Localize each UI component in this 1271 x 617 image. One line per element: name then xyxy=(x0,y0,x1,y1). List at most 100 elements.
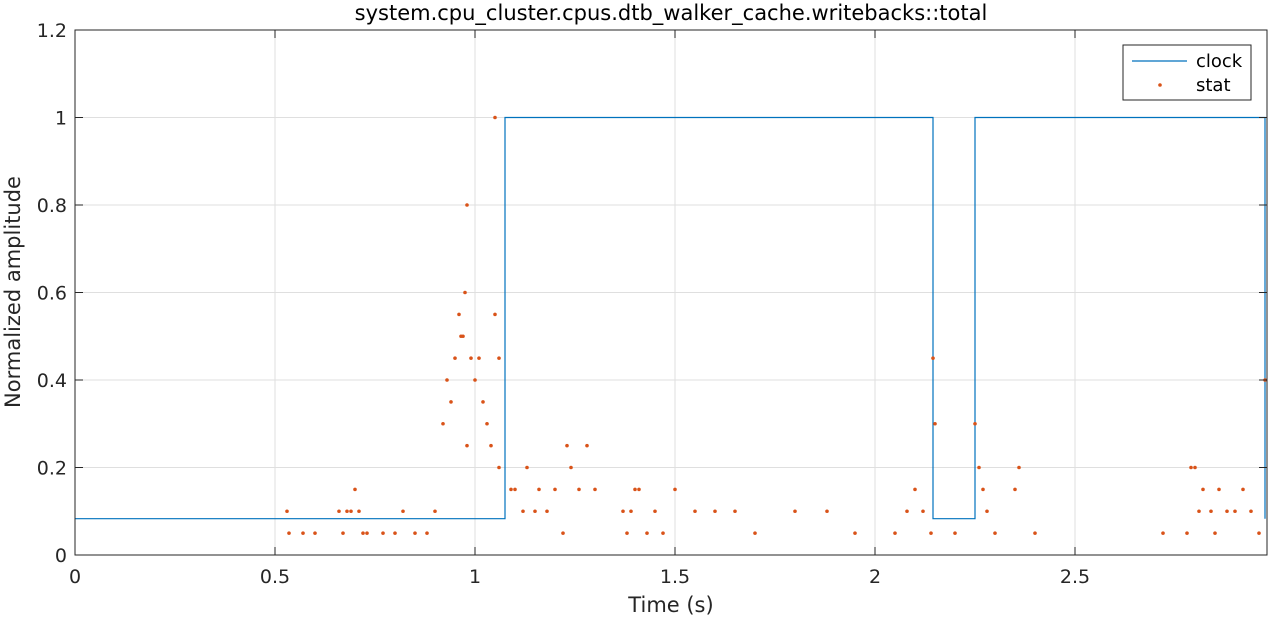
legend-clock-label: clock xyxy=(1196,51,1243,72)
stat-point xyxy=(1217,487,1221,492)
stat-point xyxy=(301,531,305,535)
stat-point xyxy=(977,465,981,470)
stat-point xyxy=(793,509,797,514)
stat-point xyxy=(545,509,549,514)
stat-point xyxy=(1189,465,1193,470)
legend-box xyxy=(1122,44,1252,101)
stat-point xyxy=(353,487,357,492)
stat-point xyxy=(585,443,589,448)
legend-stat-label: stat xyxy=(1196,75,1231,96)
x-tick-label: 0 xyxy=(69,566,81,588)
stat-point xyxy=(1193,465,1197,470)
stat-point xyxy=(533,509,537,514)
stat-point xyxy=(1213,531,1217,535)
stat-point xyxy=(653,509,657,514)
y-tick-label: 0.6 xyxy=(37,283,67,305)
stat-point xyxy=(693,509,697,514)
legend: clock stat xyxy=(1122,44,1252,101)
stat-point xyxy=(625,531,629,535)
y-tick-label: 1.2 xyxy=(37,20,67,42)
stat-point xyxy=(981,487,985,492)
x-tick-label: 1.5 xyxy=(660,566,690,588)
stat-point xyxy=(1161,531,1165,535)
stat-point xyxy=(465,203,469,207)
stat-point xyxy=(509,487,513,492)
stat-point xyxy=(345,509,349,514)
y-tick-label: 1 xyxy=(55,108,67,130)
stat-point xyxy=(1257,531,1261,535)
stat-point xyxy=(1017,465,1021,470)
stat-point xyxy=(733,509,737,514)
stat-point xyxy=(433,509,437,514)
stat-point xyxy=(577,487,581,492)
stat-point xyxy=(401,509,405,514)
stat-point xyxy=(445,378,449,382)
stat-point xyxy=(337,509,341,514)
stat-point xyxy=(1013,487,1017,492)
stat-point xyxy=(313,531,317,535)
stat-point xyxy=(361,531,365,535)
stat-point xyxy=(853,531,857,535)
stat-point xyxy=(441,421,445,426)
y-tick-label: 0.4 xyxy=(37,370,67,392)
stat-point xyxy=(929,531,933,535)
stat-point xyxy=(985,509,989,514)
stat-point xyxy=(497,356,501,360)
ticks: 0 0.5 1 1.5 2 2.5 0 0.2 0.4 0.6 0.8 1 1.2 xyxy=(37,20,1267,588)
stat-point xyxy=(569,465,573,470)
stat-point xyxy=(713,509,717,514)
stat-point xyxy=(953,531,957,535)
y-tick-label: 0.2 xyxy=(37,458,67,480)
stat-point xyxy=(413,531,417,535)
stat-point xyxy=(481,400,485,404)
stat-point xyxy=(493,312,497,317)
stat-point xyxy=(1249,509,1253,514)
stat-point xyxy=(381,531,385,535)
stat-point xyxy=(1241,487,1245,492)
stat-point xyxy=(513,487,517,492)
stat-point xyxy=(525,465,529,470)
x-tick-label: 2.5 xyxy=(1060,566,1090,588)
stat-point xyxy=(497,465,501,470)
stat-point xyxy=(1209,509,1213,514)
y-tick-label: 0 xyxy=(55,545,67,567)
clock-series-line xyxy=(75,116,1266,520)
stat-point xyxy=(621,509,625,514)
stat-point xyxy=(1225,509,1229,514)
stat-point xyxy=(287,531,291,535)
stat-point xyxy=(469,356,473,360)
stat-point xyxy=(473,378,477,382)
stat-point xyxy=(365,531,369,535)
stat-point xyxy=(489,443,493,448)
stat-point xyxy=(459,334,463,339)
stat-point xyxy=(593,487,597,492)
stat-point xyxy=(565,443,569,448)
stat-point xyxy=(453,356,457,360)
stat-point xyxy=(537,487,541,492)
stat-point xyxy=(1201,487,1205,492)
legend-stat-marker xyxy=(1158,83,1162,87)
stat-point xyxy=(1197,509,1201,514)
x-axis-label: Time (s) xyxy=(627,593,713,617)
x-tick-label: 2 xyxy=(869,566,881,588)
stat-point xyxy=(349,509,353,514)
stat-point xyxy=(553,487,557,492)
stat-point xyxy=(463,290,467,295)
stat-point xyxy=(913,487,917,492)
stat-point xyxy=(825,509,829,514)
x-tick-label: 1 xyxy=(469,566,481,588)
stat-point xyxy=(1233,509,1237,514)
stat-point xyxy=(493,115,497,120)
stat-point xyxy=(893,531,897,535)
stat-point xyxy=(921,509,925,514)
stat-point xyxy=(485,421,489,426)
stat-point xyxy=(521,509,525,514)
stat-point xyxy=(637,487,641,492)
stat-point xyxy=(905,509,909,514)
stat-point xyxy=(341,531,345,535)
chart-title: system.cpu_cluster.cpus.dtb_walker_cache… xyxy=(355,1,988,26)
stat-point xyxy=(973,421,977,426)
stat-point xyxy=(1185,531,1189,535)
stat-point xyxy=(673,487,677,492)
